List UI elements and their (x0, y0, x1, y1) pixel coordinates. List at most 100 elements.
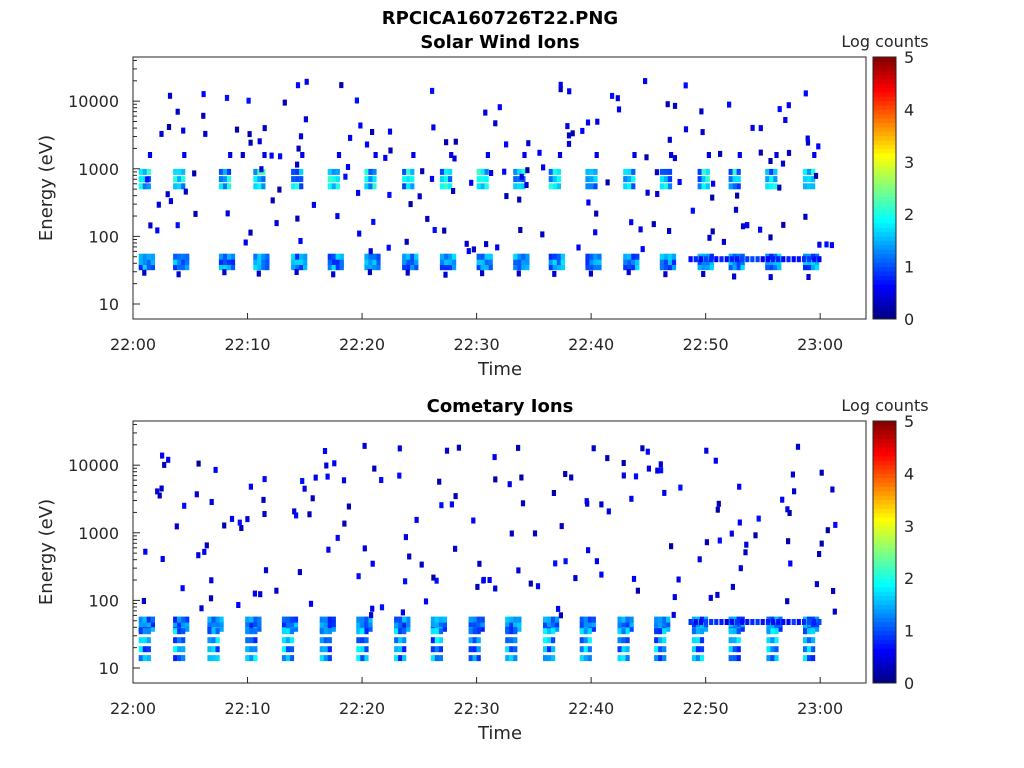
heatmap-cell (295, 253, 300, 260)
heatmap-cell (177, 616, 182, 623)
heatmap-cell (621, 637, 626, 644)
heatmap-cell (484, 259, 489, 265)
heatmap-cell (326, 546, 331, 553)
heatmap-cell (517, 259, 522, 265)
heatmap-cell (705, 264, 710, 271)
heatmap-cell (658, 616, 663, 623)
heatmap-cell (323, 621, 328, 628)
heatmap-cell (476, 264, 481, 271)
heatmap-cell (406, 168, 411, 175)
heatmap-cell (156, 201, 161, 208)
heatmap-cell (468, 628, 473, 635)
colorbar-segment (873, 301, 896, 307)
heatmap-cell (448, 264, 453, 271)
heatmap-cell (744, 541, 749, 548)
heatmap-cell (729, 256, 734, 263)
heatmap-cell (372, 253, 377, 260)
heatmap-cell (666, 616, 671, 623)
heatmap-cell (638, 226, 643, 233)
colorbar-label: Log counts (841, 396, 928, 415)
heatmap-cell (438, 655, 443, 662)
colorbar-segment (873, 170, 896, 176)
heatmap-cell (621, 628, 626, 635)
heatmap-cell (215, 655, 220, 662)
heatmap-cell (356, 189, 361, 196)
heatmap-cell (215, 616, 220, 623)
heatmap-cell (331, 259, 336, 265)
heatmap-cell (697, 556, 702, 563)
colorbar-segment (873, 284, 896, 289)
heatmap-cell (291, 264, 296, 271)
heatmap-cell (406, 176, 411, 183)
heatmap-cell (303, 264, 308, 271)
heatmap-cell (734, 256, 740, 263)
heatmap-cell (372, 176, 377, 183)
heatmap-cell (249, 637, 254, 644)
heatmap-cell (300, 478, 305, 484)
colorbar-segment (873, 109, 896, 115)
heatmap-cell (402, 176, 407, 183)
heatmap-cell (786, 102, 791, 109)
heatmap-cell (594, 152, 599, 158)
heatmap-cell (740, 256, 745, 263)
heatmap-cell (701, 271, 706, 277)
heatmap-cell (505, 628, 510, 635)
heatmap-cell (519, 173, 524, 180)
heatmap-cell (513, 264, 518, 271)
heatmap-cell (439, 253, 445, 260)
heatmap-cell (181, 655, 186, 662)
heatmap-cell (211, 646, 216, 653)
heatmap-cell (706, 152, 711, 158)
heatmap-cell (815, 625, 820, 632)
heatmap-cell (543, 616, 548, 623)
heatmap-cell (833, 521, 838, 528)
heatmap-cell (185, 616, 190, 623)
heatmap-cell (291, 168, 296, 175)
heatmap-cell (325, 473, 330, 480)
heatmap-cell (245, 516, 250, 523)
heatmap-cell (587, 621, 592, 628)
heatmap-cell (815, 264, 820, 271)
heatmap-cell (207, 621, 212, 628)
colorbar: 0 1 2 3 4 5 (872, 48, 914, 329)
heatmap-cell (480, 253, 485, 260)
colorbar-tick-label: 3 (904, 153, 914, 172)
heatmap-cell (547, 628, 552, 635)
heatmap-cell (327, 637, 332, 644)
heatmap-cell (452, 253, 457, 260)
heatmap-cell (469, 179, 474, 186)
heatmap-cell (745, 256, 750, 263)
heatmap-cell (704, 447, 709, 454)
heatmap-cell (173, 168, 178, 175)
heatmap-cell (141, 598, 146, 604)
heatmap-cell (563, 558, 568, 565)
colorbar-frame (872, 56, 897, 320)
heatmap-cell (370, 560, 375, 567)
heatmap-cell (811, 176, 816, 183)
heatmap-cell (698, 619, 703, 625)
heatmap-cell (430, 628, 435, 635)
y-tick-label: 10000 (68, 456, 119, 475)
heatmap-cell (555, 616, 560, 623)
colorbar-segment (873, 674, 896, 680)
heatmap-cell (525, 259, 530, 265)
colorbar-segment (873, 249, 896, 254)
heatmap-cell (394, 628, 399, 635)
colorbar-segment (873, 174, 896, 180)
heatmap-cell (484, 176, 489, 183)
heatmap-cell (348, 134, 353, 141)
heatmap-cell (484, 183, 489, 190)
colorbar-segment (873, 442, 896, 448)
colorbar-segment (873, 552, 896, 557)
heatmap-cell (548, 259, 553, 265)
heatmap-cell (817, 551, 822, 557)
heatmap-cell (599, 571, 604, 578)
heatmap-cell (557, 152, 563, 158)
heatmap-cell (218, 264, 224, 271)
heatmap-cell (807, 264, 812, 271)
colorbar-segment (873, 425, 896, 431)
heatmap-cell (335, 253, 340, 260)
heatmap-cell (579, 621, 584, 628)
heatmap-cell (701, 183, 706, 190)
heatmap-cell (204, 542, 209, 549)
